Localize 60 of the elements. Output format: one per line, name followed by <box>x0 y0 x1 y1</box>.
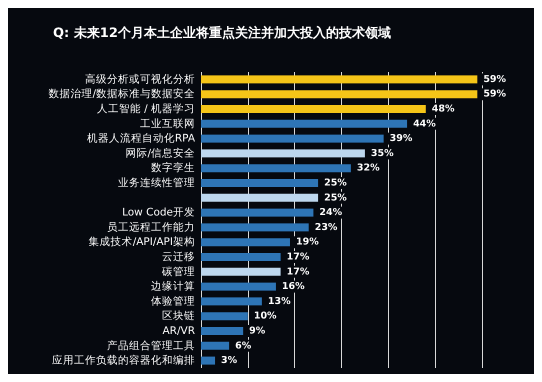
y-tick-label: 工业互联网 <box>140 116 195 130</box>
data-label: 19% <box>296 236 320 248</box>
bar <box>201 194 318 202</box>
data-label: 39% <box>390 133 413 144</box>
y-tick-label: Low Code开发 <box>122 206 195 219</box>
bar <box>201 164 351 172</box>
bar <box>201 134 384 143</box>
bar <box>201 179 318 187</box>
bar <box>201 297 262 306</box>
data-label: 35% <box>370 148 394 159</box>
y-tick-label: 高级分析或可视化分析 <box>85 72 195 86</box>
bar <box>201 356 216 365</box>
y-tick-label: 边缘计算 <box>151 280 195 293</box>
y-tick-label: 机器人流程自动化RPA <box>86 132 196 145</box>
bar <box>201 149 365 158</box>
y-tick-label: 云迁移 <box>162 250 195 263</box>
data-label: 59% <box>483 88 507 100</box>
y-tick-label: 集成技术/API/API架构 <box>88 235 195 248</box>
y-tick-label: 人工智能 / 机器学习 <box>96 102 195 115</box>
bar <box>201 238 290 246</box>
y-tick-label: 网际/信息安全 <box>125 146 195 160</box>
data-label: 9% <box>249 326 266 336</box>
data-label: 17% <box>286 252 310 262</box>
y-tick-label: 区块链 <box>162 309 195 322</box>
chart-title: Q: 未来12个月本土企业将重点关注并加大投入的技术领域 <box>53 25 391 41</box>
data-label: 6% <box>235 340 252 352</box>
bar <box>201 327 244 335</box>
data-label: 13% <box>268 296 292 307</box>
bar <box>201 312 248 320</box>
bar <box>201 105 426 113</box>
data-label: 44% <box>413 118 436 130</box>
bar <box>201 342 230 350</box>
bar <box>201 282 276 291</box>
data-label: 48% <box>432 104 456 114</box>
y-tick-label: 员工远程工作能力 <box>107 220 195 234</box>
y-tick-label: 产品组合管理工具 <box>107 338 195 352</box>
y-tick-label: 数据治理/数据标准与数据安全 <box>48 87 195 100</box>
y-tick-label: 碳管理 <box>161 266 195 278</box>
data-label: 25% <box>324 178 348 188</box>
data-label: 59% <box>483 74 507 85</box>
bar <box>201 223 309 232</box>
data-label: 17% <box>286 266 310 278</box>
data-label: 16% <box>282 281 306 292</box>
data-label: 3% <box>221 355 238 366</box>
bar <box>201 253 281 261</box>
data-label: 10% <box>254 310 278 322</box>
y-tick-label: 体验管理 <box>151 295 195 308</box>
bar <box>201 75 478 84</box>
bar <box>201 208 314 217</box>
bar <box>201 120 408 128</box>
bar <box>201 268 281 276</box>
y-tick-label: 业务连续性管理 <box>118 176 195 189</box>
bar <box>201 90 478 98</box>
data-label: 25% <box>324 192 348 204</box>
y-tick-label: 应用工作负载的容器化和编排 <box>52 354 195 367</box>
data-label: 23% <box>314 222 338 233</box>
data-label: 24% <box>319 207 343 218</box>
y-tick-label: 数字孪生 <box>151 161 195 174</box>
y-tick-label: AR/VR <box>162 325 195 337</box>
data-label: 32% <box>356 162 380 174</box>
